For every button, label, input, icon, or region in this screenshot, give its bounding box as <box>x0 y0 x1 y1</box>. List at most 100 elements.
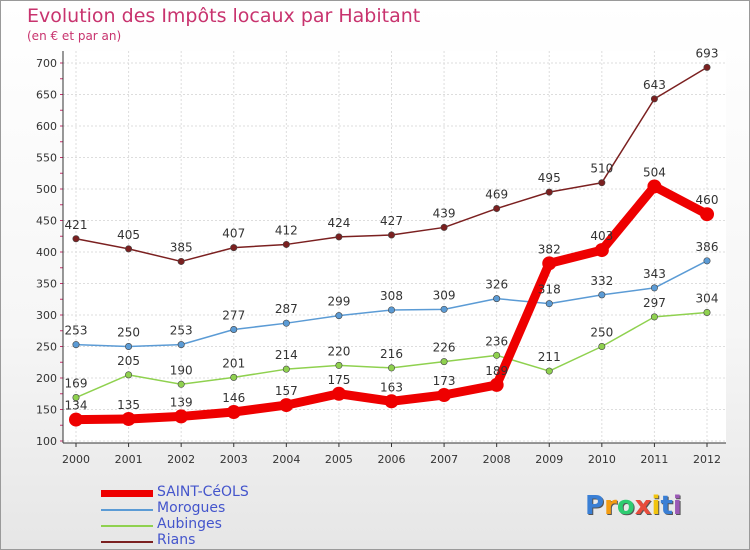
data-point <box>230 373 238 381</box>
data-label: 308 <box>380 289 403 303</box>
data-label: 309 <box>433 288 456 302</box>
data-point <box>650 284 658 292</box>
data-point <box>69 412 83 427</box>
logo-letter: o <box>616 491 635 521</box>
data-label: 287 <box>275 302 298 316</box>
data-point <box>226 405 241 420</box>
legend-item: SAINT-CéOLS <box>101 484 401 502</box>
data-point <box>387 231 395 239</box>
data-point <box>650 95 658 103</box>
data-point <box>387 306 395 314</box>
data-point <box>177 257 185 265</box>
logo-letter: x <box>634 491 652 521</box>
data-point <box>489 377 504 392</box>
data-label: 326 <box>485 278 508 292</box>
y-tick-label: 550 <box>36 152 57 165</box>
data-label: 504 <box>643 165 666 179</box>
data-label: 134 <box>65 399 88 413</box>
legend-item: Rians <box>101 532 401 550</box>
data-point <box>331 386 346 401</box>
data-point <box>440 305 448 313</box>
data-point <box>121 411 136 426</box>
data-point <box>335 361 343 369</box>
data-label: 405 <box>117 228 140 242</box>
data-label: 250 <box>590 326 613 340</box>
x-tick-label: 2005 <box>325 453 353 466</box>
data-point <box>493 295 501 303</box>
data-label: 163 <box>380 380 403 394</box>
data-point <box>493 205 501 213</box>
data-point <box>282 319 290 327</box>
data-label: 175 <box>327 373 350 387</box>
logo-letter: i <box>651 491 661 521</box>
x-tick-label: 2006 <box>378 453 406 466</box>
chart-title: Evolution des Impôts locaux par Habitant <box>27 5 421 27</box>
data-label: 427 <box>380 214 403 228</box>
data-point <box>125 371 133 379</box>
data-label: 216 <box>380 347 403 361</box>
data-point <box>703 308 711 316</box>
data-point <box>72 235 80 243</box>
data-label: 460 <box>696 193 719 207</box>
data-point <box>384 394 399 409</box>
data-point <box>125 245 133 253</box>
x-tick-label: 2011 <box>640 453 668 466</box>
y-tick-label: 200 <box>36 372 57 385</box>
data-label: 201 <box>222 356 245 370</box>
legend-label: Rians <box>157 532 196 548</box>
grid-layer <box>63 51 726 443</box>
data-label: 253 <box>65 324 88 338</box>
y-tick-label: 100 <box>36 435 57 448</box>
legend-item: Aubinges <box>101 516 401 534</box>
y-tick-label: 450 <box>36 215 57 228</box>
logo-letter: P <box>585 491 605 521</box>
legend-label: Morogues <box>157 500 226 516</box>
data-point <box>335 233 343 241</box>
data-label: 385 <box>170 240 193 254</box>
data-label: 226 <box>433 341 456 355</box>
data-label: 205 <box>117 354 140 368</box>
legend-swatch <box>101 490 153 497</box>
data-label: 332 <box>590 274 613 288</box>
data-point <box>72 341 80 349</box>
data-label: 135 <box>117 398 140 412</box>
data-point <box>230 244 238 252</box>
data-label: 421 <box>65 218 88 232</box>
y-tick-label: 500 <box>36 183 57 196</box>
data-point <box>594 243 609 258</box>
data-label: 643 <box>643 78 666 92</box>
data-point <box>545 300 553 308</box>
legend-label: Aubinges <box>157 516 222 532</box>
data-point <box>282 365 290 373</box>
data-label: 439 <box>433 206 456 220</box>
data-label: 469 <box>485 188 508 202</box>
axis-layer: 100 150 200 250 300 350 400 450 500 550 600 650 700 2… <box>36 51 726 466</box>
data-point <box>650 313 658 321</box>
y-tick-label: 350 <box>36 278 57 291</box>
data-point <box>177 380 185 388</box>
data-label: 304 <box>696 291 719 305</box>
data-label: 510 <box>590 162 613 176</box>
data-label: 146 <box>222 391 245 405</box>
data-point <box>545 367 553 375</box>
x-tick-label: 2003 <box>220 453 248 466</box>
data-point <box>177 341 185 349</box>
x-tick-label: 2000 <box>62 453 90 466</box>
y-tick-label: 300 <box>36 309 57 322</box>
data-point <box>703 63 711 71</box>
x-tick-label: 2010 <box>588 453 616 466</box>
data-point <box>230 325 238 333</box>
x-tick-label: 2001 <box>115 453 143 466</box>
data-point <box>279 398 294 413</box>
data-point <box>72 394 80 402</box>
data-label: 236 <box>485 334 508 348</box>
data-label: 139 <box>170 395 193 409</box>
data-point <box>700 207 714 222</box>
x-tick-label: 2008 <box>483 453 511 466</box>
y-tick-label: 700 <box>36 57 57 70</box>
data-label: 403 <box>590 229 613 243</box>
label-layer: 134 135 139 146 157 175 163 173 189 382 403 504 460 2… <box>65 46 719 412</box>
series-layer <box>69 63 714 427</box>
